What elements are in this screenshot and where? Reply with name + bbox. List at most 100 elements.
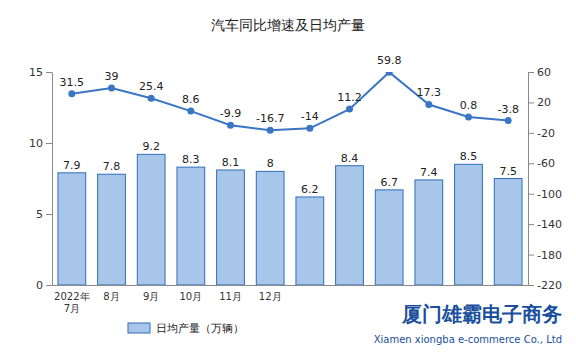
x-tick: 12月: [259, 291, 282, 302]
bar-label: 7.4: [420, 166, 438, 179]
bar: [137, 154, 165, 285]
line-label: 0.8: [460, 99, 478, 112]
bar-label: 6.2: [301, 183, 319, 196]
y-tick-mark: [46, 285, 52, 286]
y-tick: 10: [29, 137, 52, 150]
y-tick: 5: [36, 208, 52, 221]
bar: [98, 174, 126, 285]
y-axis: 0 5 10 15: [29, 66, 53, 292]
x-tick-label: 2022年7月: [54, 291, 89, 314]
line-marker: [346, 106, 353, 113]
y2-tick-label: -220: [537, 279, 562, 292]
line-label: -9.9: [220, 107, 241, 120]
y2-tick-mark: [528, 255, 534, 256]
y2-tick: -180: [528, 249, 562, 262]
y2-tick-label: -140: [537, 218, 562, 231]
bar: [58, 173, 86, 285]
bar-label: 7.8: [103, 160, 121, 173]
x-tick: 2022年7月: [54, 291, 89, 314]
y2-tick-label: 60: [537, 66, 551, 79]
bar: [375, 190, 403, 285]
x-tick: 11月: [219, 291, 242, 302]
line-marker: [465, 114, 472, 121]
y2-tick: 60: [528, 66, 551, 79]
bar-label: 6.7: [380, 176, 398, 189]
line-marker: [148, 95, 155, 102]
y2-tick: -100: [528, 188, 562, 201]
line-marker: [68, 90, 75, 97]
line-label: -14: [301, 110, 319, 123]
line-label: 59.8: [377, 54, 402, 67]
y2-tick: 20: [528, 96, 551, 109]
watermark-title: 厦门雄霸电子商务: [401, 302, 562, 326]
x-tick: 8月: [103, 291, 119, 302]
x-tick-label: 9月: [143, 291, 159, 302]
watermark-subtitle: Xiamen xiongba e-commerce Co., Ltd: [374, 334, 562, 345]
line-marker: [267, 127, 274, 134]
line-marker: [227, 122, 234, 129]
line-label: -3.8: [497, 103, 518, 116]
bar-label: 7.9: [63, 159, 81, 172]
y-axis-line: [52, 73, 53, 286]
line-marker: [425, 101, 432, 108]
bar: [217, 170, 245, 285]
bar: [256, 171, 284, 285]
y-tick-mark: [46, 214, 52, 215]
y2-tick: -60: [528, 157, 555, 170]
x-tick: 9月: [143, 291, 159, 302]
x-tick: 10月: [179, 291, 202, 302]
line-label: 8.6: [182, 93, 200, 106]
line-label: 25.4: [139, 80, 164, 93]
x-tick-label: 11月: [219, 291, 242, 302]
y2-tick-mark: [528, 194, 534, 195]
y-tick-label: 10: [29, 137, 43, 150]
y2-tick: -20: [528, 127, 555, 140]
data-labels: 7.97.89.28.38.186.28.46.77.48.57.531.539…: [60, 54, 519, 196]
y2-tick-label: -100: [537, 188, 562, 201]
bar-label: 8.1: [222, 156, 240, 169]
plot-marks: [58, 72, 522, 285]
line-marker: [187, 108, 194, 115]
y2-tick-label: -20: [537, 127, 555, 140]
bar-label: 8.3: [182, 153, 200, 166]
legend-label: 日均产量（万辆）: [156, 322, 244, 335]
line-marker: [306, 125, 313, 132]
line: [72, 72, 508, 130]
y-tick-label: 0: [36, 279, 43, 292]
bar-label: 9.2: [142, 140, 160, 153]
y2-tick-mark: [528, 72, 534, 73]
line-marker: [108, 84, 115, 91]
y2-tick-mark: [528, 102, 534, 103]
line-marker: [386, 72, 393, 76]
bar: [494, 179, 522, 286]
y-tick-mark: [46, 72, 52, 73]
bar: [177, 167, 205, 285]
x-tick-label: 10月: [179, 291, 202, 302]
y-tick: 0: [36, 279, 52, 292]
y-tick-mark: [46, 143, 52, 144]
line-label: 39: [105, 70, 119, 83]
y2-tick-mark: [528, 133, 534, 134]
y2-tick: -140: [528, 218, 562, 231]
bar-label: 8.4: [341, 152, 359, 165]
y2-tick-mark: [528, 163, 534, 164]
chart: 汽车同比增速及日均产量 0 5 10 15 -220 -180 -140 -100 -60 -20 2…: [0, 0, 576, 357]
bar: [296, 197, 324, 285]
y2-axis-line: [528, 73, 529, 286]
x-axis-line: [53, 285, 529, 286]
line-marker: [505, 117, 512, 124]
y2-tick-mark: [528, 224, 534, 225]
title: 汽车同比增速及日均产量: [211, 17, 365, 33]
line-label: 31.5: [60, 76, 85, 89]
line-label: 11.2: [337, 91, 362, 104]
x-tick-label: 12月: [259, 291, 282, 302]
bar-label: 8: [267, 157, 274, 170]
y2-tick-mark: [528, 285, 534, 286]
y2-tick-label: 20: [537, 96, 551, 109]
line-label: 17.3: [417, 86, 442, 99]
y-tick: 15: [29, 66, 52, 79]
legend-swatch: [128, 323, 150, 333]
bar: [336, 166, 364, 285]
y2-tick-label: -60: [537, 157, 555, 170]
y2-axis: -220 -180 -140 -100 -60 -20 20 60: [528, 66, 562, 292]
